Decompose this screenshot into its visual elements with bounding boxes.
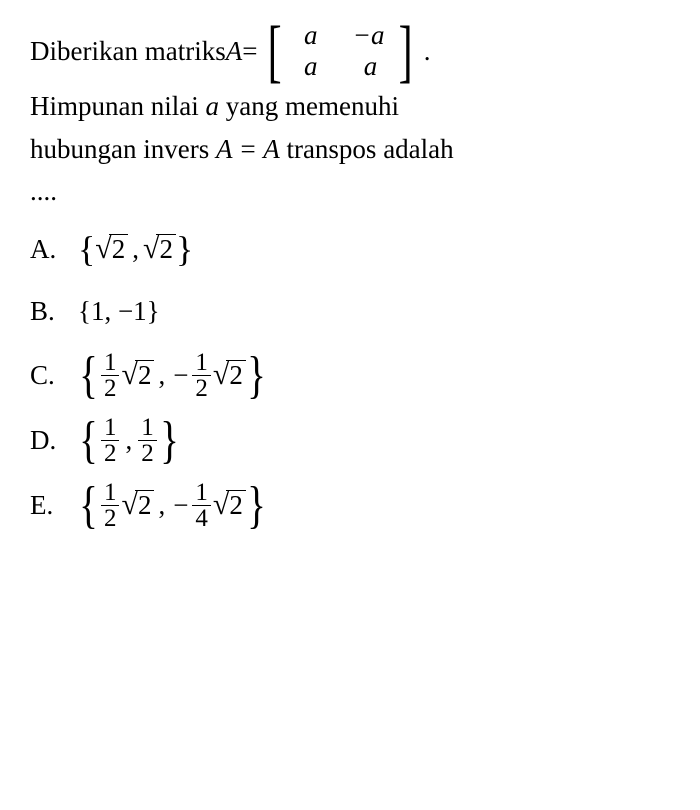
fraction-half: 12 [101,350,120,401]
matrix-A: [ a −a a a ] [263,20,417,82]
line2-rest: yang memenuhi [219,91,399,121]
line2-prefix: Himpunan nilai [30,91,205,121]
matrix-row-1: a −a [297,20,385,51]
period: . [424,31,431,72]
term-e2: − 14 √2 [169,480,246,531]
comma: , [125,420,132,461]
equals-sign: = [242,31,257,72]
matrix-body: a −a a a [287,20,395,82]
sqrt-icon: √2 [121,490,154,521]
minus-sign: − [173,355,188,396]
cell-11: a [297,20,325,51]
option-C-body: { 12 √2 , − 12 √2 } [78,350,267,401]
option-A-label: A. [30,229,78,270]
option-E-body: { 12 √2 , − 14 √2 } [78,480,267,531]
fraction-half: 12 [192,350,211,401]
line3-a: hubungan invers [30,134,216,164]
option-B: B. {1, −1} [30,288,670,336]
option-D-body: { 12 , 12 } [78,415,180,466]
sqrt2-term-2: √2 [143,234,176,265]
inverse-eq: A = A [216,134,280,164]
minus-sign: − [173,485,188,526]
brace-left-icon: { [78,235,95,264]
sqrt-icon: √2 [121,360,154,391]
option-C-label: C. [30,355,78,396]
matrix-row-2: a a [297,51,385,82]
question-line-2: Himpunan nilai a yang memenuhi [30,86,670,127]
option-A: A. { √2 , √2 } [30,226,670,274]
fraction-half: 12 [101,480,120,531]
option-C: C. { 12 √2 , − 12 √2 } [30,350,670,401]
bracket-left-icon: [ [268,27,282,76]
sqrt-icon: √2 [143,234,176,265]
comma: , [132,229,139,270]
brace-left-icon: { [79,490,98,521]
option-B-label: B. [30,291,78,332]
brace-left-icon: { [79,425,98,456]
option-D-label: D. [30,420,78,461]
cell-12: −a [353,20,385,51]
given-text: Diberikan matriks [30,31,226,72]
brace-right-icon: } [247,490,266,521]
fraction-quarter: 14 [192,480,211,531]
sqrt-icon: √2 [213,490,246,521]
sqrt-icon: √2 [213,360,246,391]
option-E-label: E. [30,485,78,526]
term-e1: 12 √2 [99,480,154,531]
bracket-right-icon: ] [399,27,413,76]
matrix-variable: A [226,31,243,72]
brace-right-icon: } [176,235,193,264]
term-c1: 12 √2 [99,350,154,401]
line3-b: transpos adalah [280,134,454,164]
question-line-1: Diberikan matriks A = [ a −a a a ] . [30,20,670,82]
option-A-body: { √2 , √2 } [78,229,193,270]
option-D: D. { 12 , 12 } [30,415,670,466]
cell-21: a [297,51,325,82]
fraction-half-2: 12 [138,415,157,466]
sqrt-icon: √2 [95,234,128,265]
brace-right-icon: } [160,425,179,456]
option-E: E. { 12 √2 , − 14 √2 } [30,480,670,531]
term-c2: − 12 √2 [169,350,246,401]
answer-options: A. { √2 , √2 } B. {1, −1} C. { 12 √2 , [30,226,670,531]
sqrt2-term-1: √2 [95,234,128,265]
brace-right-icon: } [247,360,266,391]
comma: , [158,355,165,396]
cell-22: a [356,51,384,82]
variable-a: a [205,91,219,121]
comma: , [158,485,165,526]
option-B-body: {1, −1} [78,291,160,332]
question-line-3: hubungan invers A = A transpos adalah [30,129,670,170]
fraction-half-1: 12 [101,415,120,466]
brace-left-icon: { [79,360,98,391]
ellipsis: .... [30,171,670,212]
